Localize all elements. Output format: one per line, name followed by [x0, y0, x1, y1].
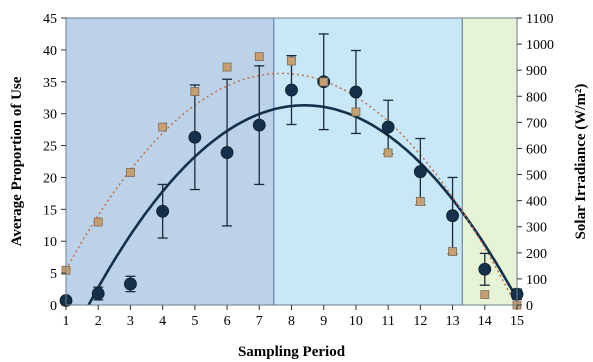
y-tick-label: 15: [43, 203, 57, 218]
data-point-square: [126, 168, 135, 177]
x-tick-label: 5: [191, 314, 198, 329]
y-tick-label: 10: [43, 235, 57, 250]
y2-tick-label: 600: [526, 142, 547, 157]
data-point-square: [93, 217, 103, 227]
data-point-square: [158, 122, 168, 132]
y2-tick-label: 200: [526, 247, 547, 262]
region-3: [462, 18, 517, 305]
tick-labels: 1 2 3 4 5 6 7 8 9 10 11 12 13 14 150510152025303540450…: [43, 12, 554, 329]
x-tick-label: 2: [95, 314, 102, 329]
y2-tick-label: 300: [526, 221, 547, 236]
data-point-square: [222, 62, 232, 72]
data-point-square: [415, 197, 425, 206]
data-point: [220, 146, 234, 159]
x-tick-label: 11: [381, 314, 394, 329]
data-point: [285, 83, 298, 97]
y-tick-label: 30: [43, 108, 57, 123]
x-tick-label: 12: [413, 314, 427, 329]
data-point-square: [448, 247, 457, 256]
region-2: [273, 18, 463, 305]
x-tick-label: 6: [224, 314, 231, 329]
x-tick-label: 14: [478, 314, 492, 329]
y2-tick-label: 500: [526, 169, 547, 184]
data-point: [413, 165, 427, 179]
y2-tick-label: 400: [526, 195, 547, 210]
x-tick-label: 10: [349, 314, 363, 329]
y2-tick-label: 1000: [526, 38, 554, 53]
data-point-square: [287, 56, 296, 66]
x-tick-label: 7: [256, 314, 263, 329]
data-point: [188, 130, 202, 144]
fit-line-1: [87, 104, 519, 306]
data-point: [252, 118, 266, 132]
x-axis-title: Sampling Period: [238, 344, 346, 360]
y2-tick-label: 1100: [526, 12, 553, 27]
data-point-square: [383, 148, 393, 158]
data-point: [478, 262, 492, 276]
x-tick-label: 3: [127, 314, 134, 329]
y2-tick-label: 100: [526, 273, 547, 288]
data-point-square: [319, 77, 329, 87]
x-tick-label: 1: [63, 314, 70, 329]
fit-lines: [65, 72, 519, 306]
data-point-square: [351, 107, 361, 117]
x-tick-label: 4: [159, 314, 166, 329]
y2-axis-title: Solar Irradiance (W/m²): [573, 84, 589, 240]
x-tick-label: 15: [510, 314, 524, 329]
y-tick-label: 35: [43, 76, 57, 91]
y-tick-label: 45: [43, 12, 57, 27]
data-point-square: [480, 290, 490, 299]
data-point: [381, 120, 395, 134]
y-tick-label: 25: [43, 140, 57, 155]
y2-tick-label: 900: [526, 64, 547, 79]
y2-tick-label: 800: [526, 90, 547, 105]
x-tick-label: 13: [446, 314, 460, 329]
data-point: [446, 209, 459, 223]
fit-line-2: [65, 72, 517, 305]
x-tick-label: 9: [320, 314, 327, 329]
y-tick-label: 20: [43, 171, 57, 186]
data-point-square: [190, 87, 200, 96]
y-tick-label: 40: [43, 44, 57, 59]
y2-tick-label: 0: [526, 299, 533, 314]
y-tick-label: 0: [50, 299, 57, 314]
y-tick-label: 5: [50, 267, 57, 282]
data-point: [349, 85, 363, 99]
tick-marks: [61, 17, 522, 310]
region-1: [66, 18, 274, 305]
data-point: [91, 287, 105, 300]
data-point-square: [254, 52, 264, 62]
y-axis-title: Average Proportion of Use: [9, 76, 25, 246]
data-point: [156, 204, 170, 218]
y2-tick-label: 700: [526, 116, 547, 131]
x-tick-label: 8: [288, 314, 295, 329]
data-point: [124, 277, 137, 291]
background-regions: [66, 18, 517, 305]
